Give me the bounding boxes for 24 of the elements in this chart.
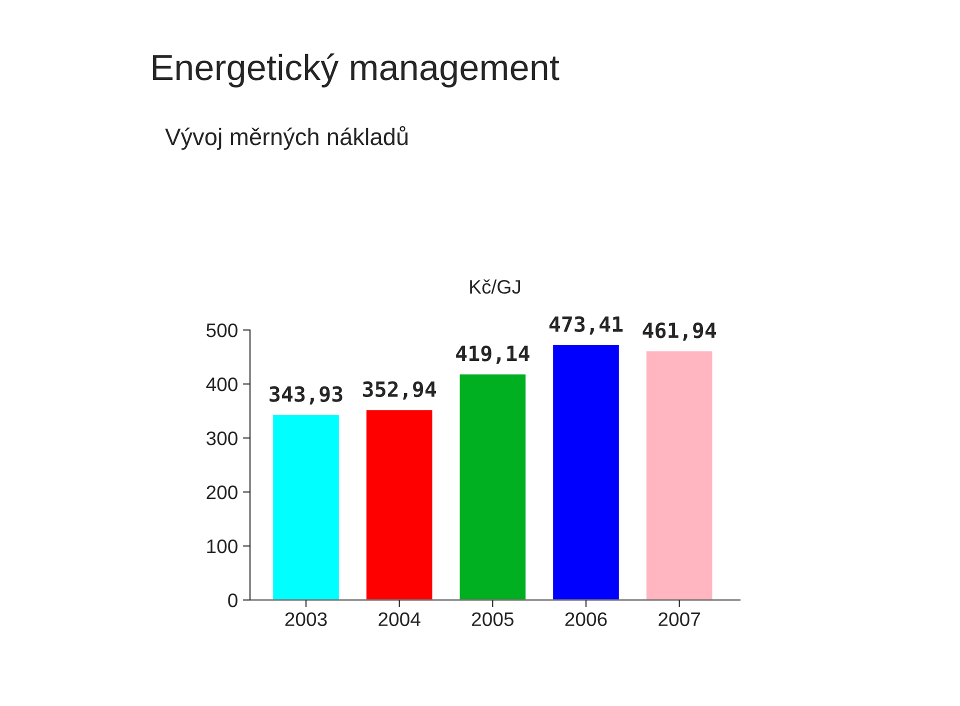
y-tick-label: 300	[206, 431, 238, 446]
bar	[645, 350, 714, 600]
y-tick-label: 500	[206, 323, 238, 338]
chart-title: Energetický management	[152, 53, 560, 88]
x-tick-label: 2007	[658, 612, 700, 626]
x-tick-label: 2004	[378, 612, 420, 626]
data-label: 352,94	[362, 381, 436, 400]
data-label: 473,41	[549, 316, 623, 335]
data-label: 343,93	[270, 386, 342, 405]
x-tick-label: 2005	[472, 612, 514, 626]
bar	[458, 372, 527, 600]
y-tick-label: 400	[206, 377, 238, 392]
data-label: 419,14	[456, 346, 530, 364]
data-label: 461,94	[642, 322, 716, 341]
x-tick-label: 2006	[565, 612, 607, 626]
y-tick-label: 100	[207, 539, 238, 554]
chart-subtitle: Vývoj měrných nákladů	[165, 126, 408, 150]
x-tick-label: 2003	[285, 612, 327, 626]
y-tick-label: 200	[206, 485, 238, 500]
bar	[552, 344, 620, 600]
bar	[272, 414, 340, 600]
bar	[365, 408, 434, 600]
y-tick-label: 0	[228, 593, 238, 608]
y-axis-title: Kč/GJ	[470, 279, 520, 294]
